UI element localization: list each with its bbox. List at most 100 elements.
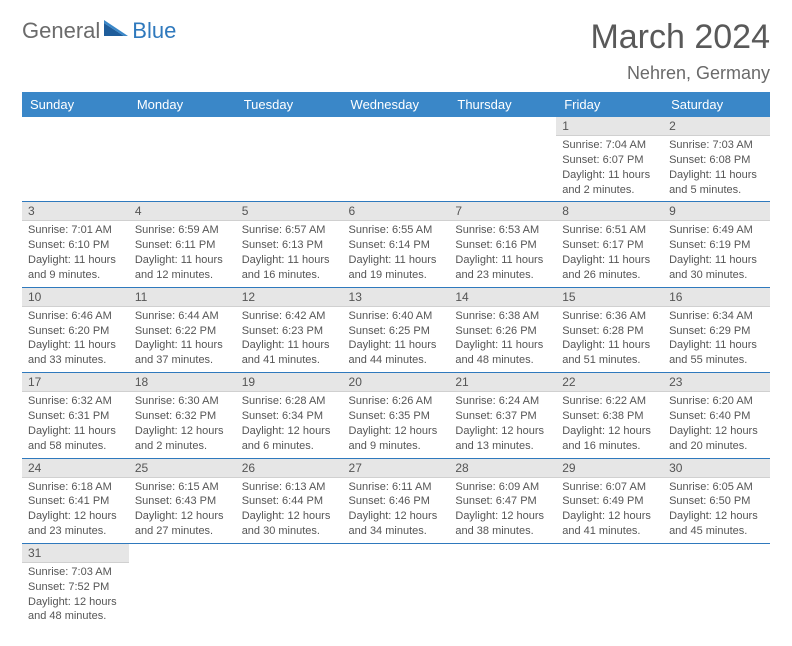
calendar-day-cell: 21Sunrise: 6:24 AMSunset: 6:37 PMDayligh… <box>449 373 556 458</box>
calendar-day-cell: 14Sunrise: 6:38 AMSunset: 6:26 PMDayligh… <box>449 287 556 372</box>
calendar-day-cell <box>236 117 343 202</box>
calendar-day-cell: 13Sunrise: 6:40 AMSunset: 6:25 PMDayligh… <box>343 287 450 372</box>
sunset-text: Sunset: 6:11 PM <box>135 238 230 253</box>
sunset-text: Sunset: 6:13 PM <box>242 238 337 253</box>
sunset-text: Sunset: 6:35 PM <box>349 409 444 424</box>
calendar-day-cell: 15Sunrise: 6:36 AMSunset: 6:28 PMDayligh… <box>556 287 663 372</box>
sunrise-text: Sunrise: 7:04 AM <box>562 138 657 153</box>
calendar-day-cell: 10Sunrise: 6:46 AMSunset: 6:20 PMDayligh… <box>22 287 129 372</box>
daylight-text: Daylight: 11 hours and 5 minutes. <box>669 168 764 198</box>
day-number: 16 <box>663 288 770 307</box>
sunrise-text: Sunrise: 6:49 AM <box>669 223 764 238</box>
daylight-text: Daylight: 11 hours and 41 minutes. <box>242 338 337 368</box>
header-row: General Blue March 2024 Nehren, Germany <box>22 18 770 92</box>
day-number: 21 <box>449 373 556 392</box>
sunrise-text: Sunrise: 6:28 AM <box>242 394 337 409</box>
weekday-header: Tuesday <box>236 92 343 117</box>
day-number: 11 <box>129 288 236 307</box>
daylight-text: Daylight: 12 hours and 2 minutes. <box>135 424 230 454</box>
sunrise-text: Sunrise: 6:15 AM <box>135 480 230 495</box>
calendar-week-row: 31Sunrise: 7:03 AMSunset: 7:52 PMDayligh… <box>22 543 770 628</box>
sunrise-text: Sunrise: 7:03 AM <box>669 138 764 153</box>
sunset-text: Sunset: 6:40 PM <box>669 409 764 424</box>
calendar-day-cell: 27Sunrise: 6:11 AMSunset: 6:46 PMDayligh… <box>343 458 450 543</box>
day-number: 27 <box>343 459 450 478</box>
daylight-text: Daylight: 12 hours and 41 minutes. <box>562 509 657 539</box>
sunset-text: Sunset: 6:34 PM <box>242 409 337 424</box>
day-details: Sunrise: 6:57 AMSunset: 6:13 PMDaylight:… <box>236 221 343 286</box>
day-details: Sunrise: 7:01 AMSunset: 6:10 PMDaylight:… <box>22 221 129 286</box>
day-number: 25 <box>129 459 236 478</box>
calendar-day-cell <box>343 543 450 628</box>
day-number: 31 <box>22 544 129 563</box>
calendar-day-cell: 16Sunrise: 6:34 AMSunset: 6:29 PMDayligh… <box>663 287 770 372</box>
sunrise-text: Sunrise: 6:44 AM <box>135 309 230 324</box>
sunrise-text: Sunrise: 6:22 AM <box>562 394 657 409</box>
sunset-text: Sunset: 6:07 PM <box>562 153 657 168</box>
sunrise-text: Sunrise: 6:36 AM <box>562 309 657 324</box>
sunset-text: Sunset: 6:44 PM <box>242 494 337 509</box>
day-details: Sunrise: 6:32 AMSunset: 6:31 PMDaylight:… <box>22 392 129 457</box>
calendar-day-cell: 20Sunrise: 6:26 AMSunset: 6:35 PMDayligh… <box>343 373 450 458</box>
sunrise-text: Sunrise: 6:09 AM <box>455 480 550 495</box>
daylight-text: Daylight: 12 hours and 34 minutes. <box>349 509 444 539</box>
day-number: 20 <box>343 373 450 392</box>
sunrise-text: Sunrise: 6:32 AM <box>28 394 123 409</box>
sunset-text: Sunset: 7:52 PM <box>28 580 123 595</box>
sunrise-text: Sunrise: 6:30 AM <box>135 394 230 409</box>
day-number: 15 <box>556 288 663 307</box>
day-details: Sunrise: 6:26 AMSunset: 6:35 PMDaylight:… <box>343 392 450 457</box>
sunset-text: Sunset: 6:50 PM <box>669 494 764 509</box>
weekday-header: Saturday <box>663 92 770 117</box>
daylight-text: Daylight: 12 hours and 20 minutes. <box>669 424 764 454</box>
day-number: 1 <box>556 117 663 136</box>
weekday-header: Friday <box>556 92 663 117</box>
day-details: Sunrise: 6:30 AMSunset: 6:32 PMDaylight:… <box>129 392 236 457</box>
calendar-day-cell: 8Sunrise: 6:51 AMSunset: 6:17 PMDaylight… <box>556 202 663 287</box>
sunset-text: Sunset: 6:25 PM <box>349 324 444 339</box>
day-number: 3 <box>22 202 129 221</box>
sunrise-text: Sunrise: 6:57 AM <box>242 223 337 238</box>
day-details: Sunrise: 7:03 AMSunset: 7:52 PMDaylight:… <box>22 563 129 628</box>
day-number: 30 <box>663 459 770 478</box>
day-details: Sunrise: 6:44 AMSunset: 6:22 PMDaylight:… <box>129 307 236 372</box>
calendar-table: SundayMondayTuesdayWednesdayThursdayFrid… <box>22 92 770 628</box>
sunrise-text: Sunrise: 6:59 AM <box>135 223 230 238</box>
day-details: Sunrise: 6:36 AMSunset: 6:28 PMDaylight:… <box>556 307 663 372</box>
sunset-text: Sunset: 6:20 PM <box>28 324 123 339</box>
calendar-day-cell: 1Sunrise: 7:04 AMSunset: 6:07 PMDaylight… <box>556 117 663 202</box>
day-number: 29 <box>556 459 663 478</box>
calendar-week-row: 3Sunrise: 7:01 AMSunset: 6:10 PMDaylight… <box>22 202 770 287</box>
daylight-text: Daylight: 12 hours and 45 minutes. <box>669 509 764 539</box>
weekday-header: Wednesday <box>343 92 450 117</box>
day-number: 26 <box>236 459 343 478</box>
calendar-day-cell: 17Sunrise: 6:32 AMSunset: 6:31 PMDayligh… <box>22 373 129 458</box>
daylight-text: Daylight: 12 hours and 13 minutes. <box>455 424 550 454</box>
daylight-text: Daylight: 11 hours and 16 minutes. <box>242 253 337 283</box>
sunrise-text: Sunrise: 6:20 AM <box>669 394 764 409</box>
sunrise-text: Sunrise: 6:46 AM <box>28 309 123 324</box>
calendar-week-row: 24Sunrise: 6:18 AMSunset: 6:41 PMDayligh… <box>22 458 770 543</box>
weekday-header: Monday <box>129 92 236 117</box>
calendar-day-cell: 26Sunrise: 6:13 AMSunset: 6:44 PMDayligh… <box>236 458 343 543</box>
day-details: Sunrise: 7:04 AMSunset: 6:07 PMDaylight:… <box>556 136 663 201</box>
sunrise-text: Sunrise: 6:26 AM <box>349 394 444 409</box>
calendar-week-row: 1Sunrise: 7:04 AMSunset: 6:07 PMDaylight… <box>22 117 770 202</box>
day-details: Sunrise: 6:15 AMSunset: 6:43 PMDaylight:… <box>129 478 236 543</box>
day-details: Sunrise: 6:20 AMSunset: 6:40 PMDaylight:… <box>663 392 770 457</box>
calendar-day-cell: 19Sunrise: 6:28 AMSunset: 6:34 PMDayligh… <box>236 373 343 458</box>
day-number: 6 <box>343 202 450 221</box>
sunset-text: Sunset: 6:10 PM <box>28 238 123 253</box>
sunset-text: Sunset: 6:26 PM <box>455 324 550 339</box>
sunrise-text: Sunrise: 6:05 AM <box>669 480 764 495</box>
sunrise-text: Sunrise: 6:07 AM <box>562 480 657 495</box>
day-number: 22 <box>556 373 663 392</box>
day-number: 5 <box>236 202 343 221</box>
sunset-text: Sunset: 6:37 PM <box>455 409 550 424</box>
day-details: Sunrise: 6:22 AMSunset: 6:38 PMDaylight:… <box>556 392 663 457</box>
daylight-text: Daylight: 11 hours and 48 minutes. <box>455 338 550 368</box>
location-label: Nehren, Germany <box>590 63 770 84</box>
sunrise-text: Sunrise: 6:51 AM <box>562 223 657 238</box>
calendar-day-cell: 9Sunrise: 6:49 AMSunset: 6:19 PMDaylight… <box>663 202 770 287</box>
day-details: Sunrise: 6:59 AMSunset: 6:11 PMDaylight:… <box>129 221 236 286</box>
